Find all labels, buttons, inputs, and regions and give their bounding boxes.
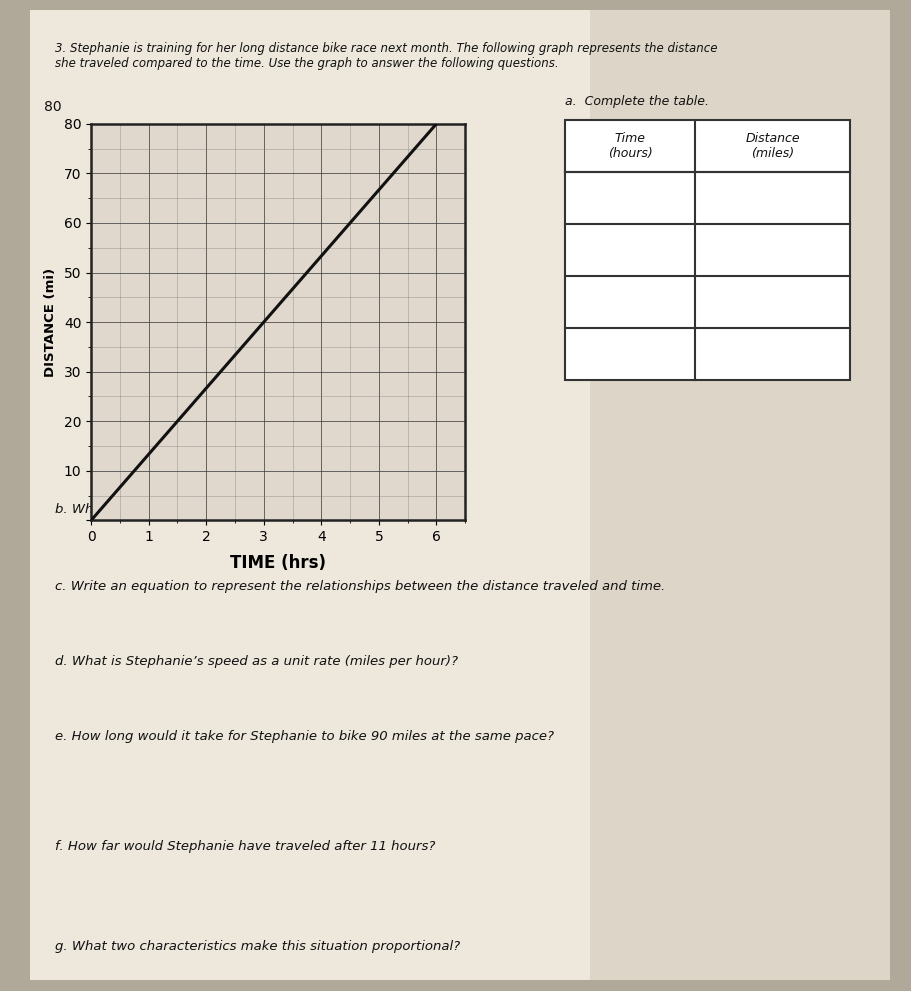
Text: f. How far would Stephanie have traveled after 11 hours?: f. How far would Stephanie have traveled… — [55, 840, 435, 853]
Text: b. What is the slope of the graph? What does it represent?: b. What is the slope of the graph? What … — [55, 503, 443, 516]
Text: 80: 80 — [44, 100, 61, 114]
Bar — [589, 10, 889, 980]
Y-axis label: DISTANCE (mi): DISTANCE (mi) — [44, 268, 56, 377]
Text: d. What is Stephanie’s speed as a unit rate (miles per hour)?: d. What is Stephanie’s speed as a unit r… — [55, 655, 457, 668]
Text: Distance
(miles): Distance (miles) — [744, 132, 799, 160]
Text: g. What two characteristics make this situation proportional?: g. What two characteristics make this si… — [55, 940, 460, 953]
Text: c. Write an equation to represent the relationships between the distance travele: c. Write an equation to represent the re… — [55, 580, 664, 593]
Text: e. How long would it take for Stephanie to bike 90 miles at the same pace?: e. How long would it take for Stephanie … — [55, 730, 553, 743]
Text: Time
(hours): Time (hours) — [607, 132, 651, 160]
Bar — [565, 120, 849, 380]
X-axis label: TIME (hrs): TIME (hrs) — [230, 554, 326, 572]
Text: a.  Complete the table.: a. Complete the table. — [565, 95, 708, 108]
Bar — [30, 10, 589, 980]
Text: 3. Stephanie is training for her long distance bike race next month. The followi: 3. Stephanie is training for her long di… — [55, 42, 717, 70]
